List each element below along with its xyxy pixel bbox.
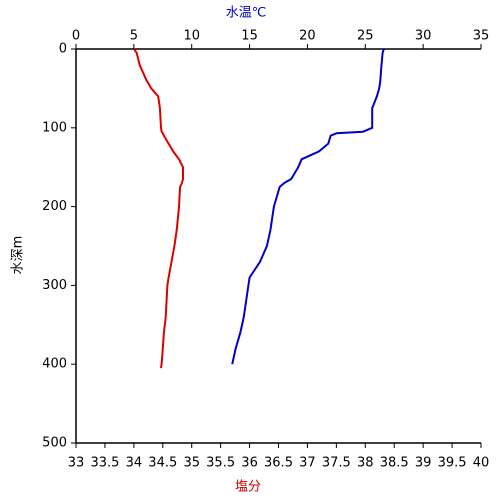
x-tick-label: 36	[241, 456, 258, 471]
x-tick-label: 39.5	[438, 456, 467, 471]
x-tick-label: 34.5	[148, 456, 177, 471]
y-tick-label: 100	[42, 120, 67, 135]
y-axis-label: 水深m	[11, 236, 26, 275]
x-tick-label: 34	[126, 456, 143, 471]
x-tick-label: 38.5	[380, 456, 409, 471]
x-tick-label: 35.5	[206, 456, 235, 471]
x2-tick-label: 25	[357, 29, 374, 44]
y-tick-label: 0	[59, 42, 67, 57]
x-axis-label: 塩分	[235, 480, 261, 495]
x2-tick-label: 0	[72, 29, 80, 44]
profile-line	[133, 48, 184, 369]
x-tick-label: 33	[68, 456, 85, 471]
y-tick-label: 200	[42, 199, 67, 214]
profile-line	[231, 48, 385, 365]
x2-tick-label: 20	[299, 29, 316, 44]
x-tick-label: 33.5	[90, 456, 119, 471]
x2-tick-label: 10	[183, 29, 200, 44]
x2-axis-label: 水温℃	[226, 6, 267, 21]
y-tick-label: 500	[42, 436, 67, 451]
x-tick-label: 40	[473, 456, 490, 471]
y-tick-label: 300	[42, 278, 67, 293]
x-tick-label: 37	[299, 456, 316, 471]
x2-tick-label: 15	[241, 29, 258, 44]
x-tick-label: 35	[183, 456, 200, 471]
x-tick-label: 39	[415, 456, 432, 471]
x-tick-label: 37.5	[322, 456, 351, 471]
x-tick-label: 36.5	[264, 456, 293, 471]
x2-tick-label: 5	[130, 29, 138, 44]
y-tick-label: 400	[42, 357, 67, 372]
x2-tick-label: 30	[415, 29, 432, 44]
x2-tick-label: 35	[473, 29, 490, 44]
x-tick-label: 38	[357, 456, 374, 471]
